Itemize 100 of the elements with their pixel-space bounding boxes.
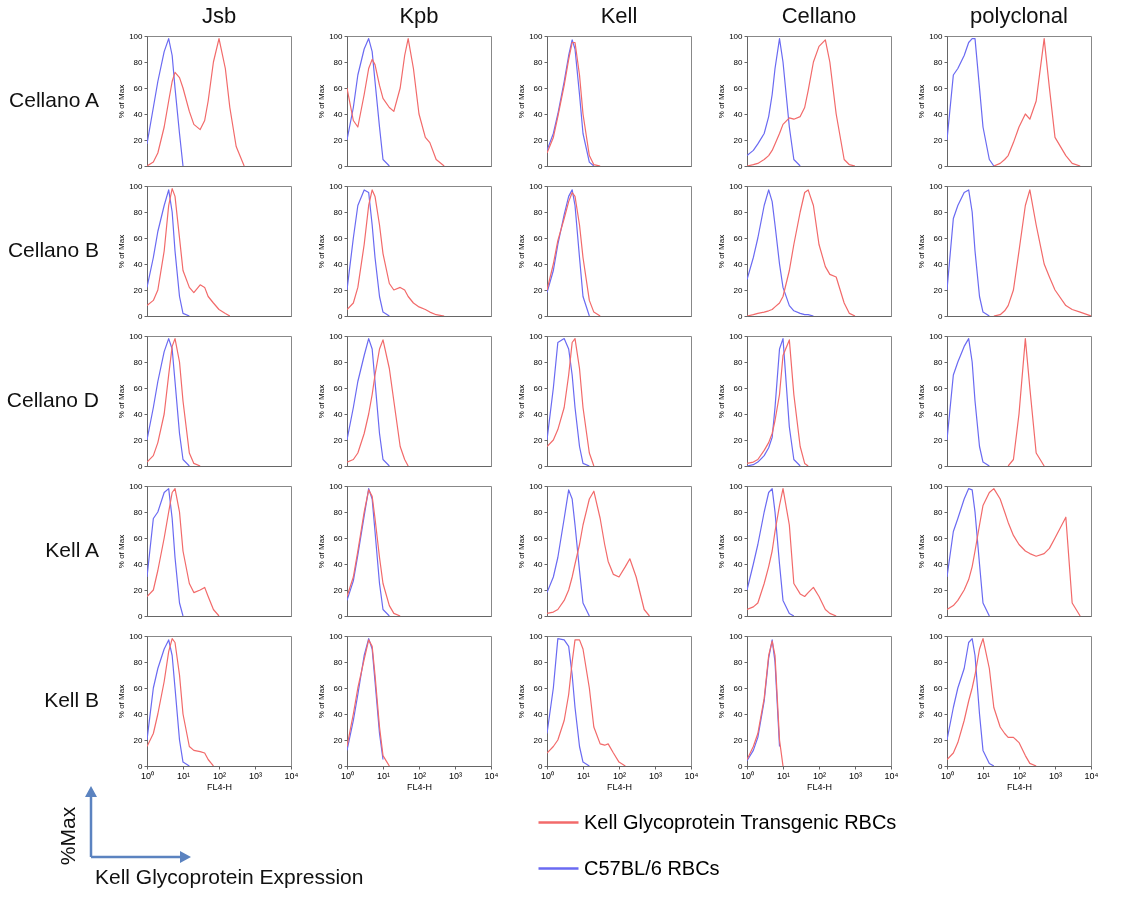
y-axis-title: % of Max xyxy=(717,234,727,269)
y-tick-label: 20 xyxy=(733,135,744,145)
y-tick-label: 80 xyxy=(533,57,544,67)
y-axis-title: % of Max xyxy=(317,384,327,419)
y-tick-label: 20 xyxy=(333,585,344,595)
y-tick-label: 60 xyxy=(533,533,544,543)
y-tick-label: 100 xyxy=(729,331,744,341)
y-tick-label: 40 xyxy=(333,259,344,269)
y-tick-label: 60 xyxy=(133,83,144,93)
y-tick-label: 80 xyxy=(133,207,144,217)
y-tick-label: 0 xyxy=(738,761,744,771)
x-tick-label: 10³ xyxy=(1048,770,1063,781)
y-tick-label: 60 xyxy=(933,683,944,693)
chart-title: Jsb xyxy=(201,3,237,28)
y-axis-title: % of Max xyxy=(117,534,127,569)
y-tick-label: 100 xyxy=(329,181,344,191)
text: Cellano D xyxy=(6,388,99,411)
y-tick-label: 80 xyxy=(533,657,544,667)
y-tick-label: 60 xyxy=(533,83,544,93)
y-axis-title: % of Max xyxy=(917,534,927,569)
y-tick-label: 20 xyxy=(333,735,344,745)
y-axis-title: % of Max xyxy=(317,684,327,719)
y-tick-label: 0 xyxy=(138,161,144,171)
y-tick-label: 100 xyxy=(729,31,744,41)
y-tick-label: 100 xyxy=(329,31,344,41)
y-tick-label: 80 xyxy=(333,57,344,67)
y-tick-label: 20 xyxy=(133,735,144,745)
y-axis-title: % of Max xyxy=(517,84,527,119)
y-tick-label: 20 xyxy=(533,135,544,145)
y-axis-title: % of Max xyxy=(117,384,127,419)
text: Kell B xyxy=(44,688,99,711)
y-tick-label: 40 xyxy=(333,709,344,719)
y-tick-label: 60 xyxy=(733,533,744,543)
y-tick-label: 20 xyxy=(133,285,144,295)
y-tick-label: 80 xyxy=(733,357,744,367)
y-tick-label: 0 xyxy=(138,611,144,621)
x-tick-label: 10⁰ xyxy=(340,770,355,781)
y-tick-label: 80 xyxy=(333,207,344,217)
y-axis-title: % of Max xyxy=(717,684,727,719)
y-axis-title: % of Max xyxy=(917,684,927,719)
chart-title: Kell xyxy=(600,3,638,28)
y-tick-label: 40 xyxy=(933,409,944,419)
y-tick-label: 20 xyxy=(533,585,544,595)
y-tick-label: 80 xyxy=(933,357,944,367)
y-tick-label: 20 xyxy=(333,135,344,145)
y-tick-label: 20 xyxy=(733,435,744,445)
y-tick-label: 40 xyxy=(133,709,144,719)
y-axis-title: % of Max xyxy=(517,234,527,269)
y-tick-label: 20 xyxy=(133,435,144,445)
y-axis-title: % of Max xyxy=(117,684,127,719)
y-tick-label: 100 xyxy=(729,481,744,491)
y-tick-label: 40 xyxy=(333,109,344,119)
x-tick-label: 10⁴ xyxy=(484,770,499,781)
y-tick-label: 80 xyxy=(733,657,744,667)
y-tick-label: 40 xyxy=(133,409,144,419)
y-tick-label: 80 xyxy=(533,357,544,367)
y-tick-label: 100 xyxy=(529,331,544,341)
y-tick-label: 0 xyxy=(938,461,944,471)
text: Kell A xyxy=(45,538,99,561)
y-axis-title: % of Max xyxy=(117,84,127,119)
y-tick-label: 20 xyxy=(933,435,944,445)
y-tick-label: 40 xyxy=(733,259,744,269)
y-tick-label: 80 xyxy=(333,657,344,667)
y-tick-label: 0 xyxy=(938,161,944,171)
y-tick-label: 20 xyxy=(933,585,944,595)
text: Kell Glycoprotein Expression xyxy=(95,865,364,888)
y-tick-label: 0 xyxy=(738,311,744,321)
y-tick-label: 40 xyxy=(733,109,744,119)
y-tick-label: 60 xyxy=(933,83,944,93)
y-tick-label: 40 xyxy=(133,259,144,269)
x-tick-label: 10⁴ xyxy=(284,770,299,781)
y-tick-label: 60 xyxy=(733,83,744,93)
y-tick-label: 80 xyxy=(933,207,944,217)
y-tick-label: 40 xyxy=(533,109,544,119)
y-axis-title: % of Max xyxy=(317,534,327,569)
x-axis-title: FL4-H xyxy=(806,781,833,792)
y-axis-title: % of Max xyxy=(717,534,727,569)
x-tick-label: 10² xyxy=(1012,770,1027,781)
y-tick-label: 20 xyxy=(133,135,144,145)
text: Cellano A xyxy=(9,88,99,111)
y-tick-label: 20 xyxy=(933,285,944,295)
y-tick-label: 80 xyxy=(133,657,144,667)
y-tick-label: 60 xyxy=(733,683,744,693)
y-tick-label: 0 xyxy=(338,161,344,171)
y-tick-label: 0 xyxy=(938,761,944,771)
y-tick-label: 80 xyxy=(933,507,944,517)
y-tick-label: 0 xyxy=(938,611,944,621)
y-tick-label: 100 xyxy=(129,631,144,641)
y-tick-label: 60 xyxy=(333,383,344,393)
y-tick-label: 60 xyxy=(333,533,344,543)
x-tick-label: 10¹ xyxy=(776,770,791,781)
x-tick-label: 10¹ xyxy=(176,770,191,781)
y-tick-label: 100 xyxy=(729,631,744,641)
y-tick-label: 0 xyxy=(538,611,544,621)
y-axis-title: % of Max xyxy=(717,84,727,119)
y-tick-label: 20 xyxy=(933,135,944,145)
y-tick-label: 20 xyxy=(733,735,744,745)
y-tick-label: 0 xyxy=(538,761,544,771)
y-tick-label: 60 xyxy=(333,233,344,243)
legend-label: C57BL/6 RBCs xyxy=(584,856,720,879)
